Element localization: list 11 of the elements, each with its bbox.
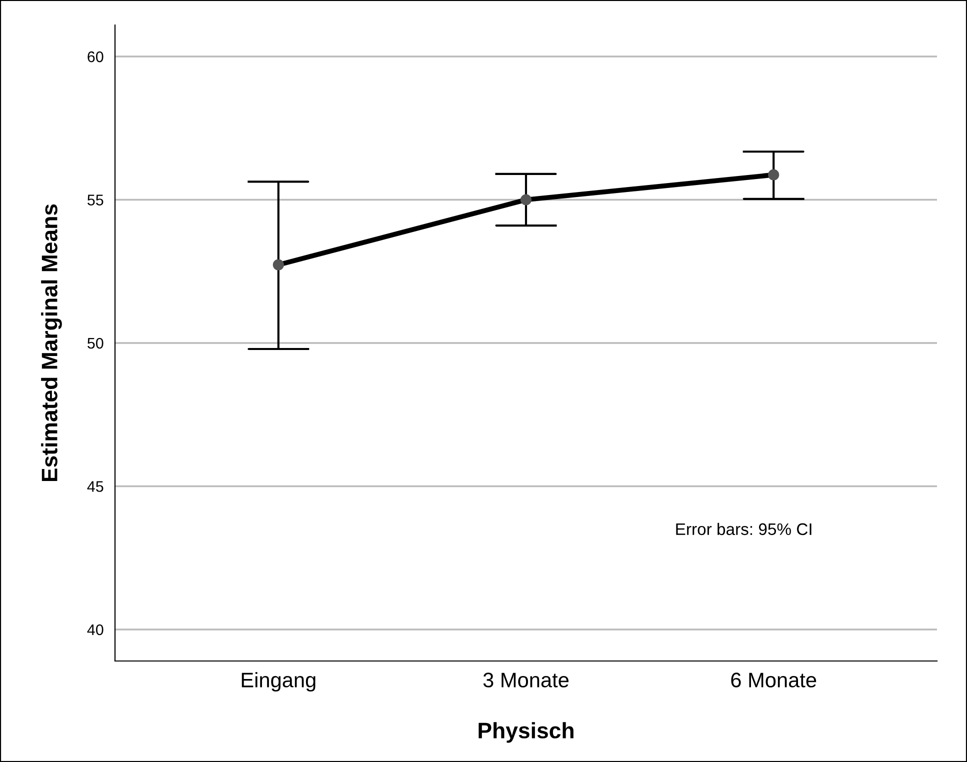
annotation: Error bars: 95% CI <box>676 522 812 536</box>
y-tick-label: 55 <box>88 194 104 206</box>
x-axis-title: Physisch <box>478 722 574 743</box>
y-tick-label: 50 <box>88 338 104 349</box>
x-tick-label: 3 Monate <box>483 672 569 688</box>
y-axis-title: Estimated Marginal Means <box>41 204 62 482</box>
x-tick-label: 6 Monate <box>731 672 816 688</box>
y-tick-label: 40 <box>87 624 104 636</box>
y-tick-label: 45 <box>87 481 104 492</box>
y-tick-label: 60 <box>88 51 104 62</box>
x-tick-label: Eingang <box>242 672 316 692</box>
